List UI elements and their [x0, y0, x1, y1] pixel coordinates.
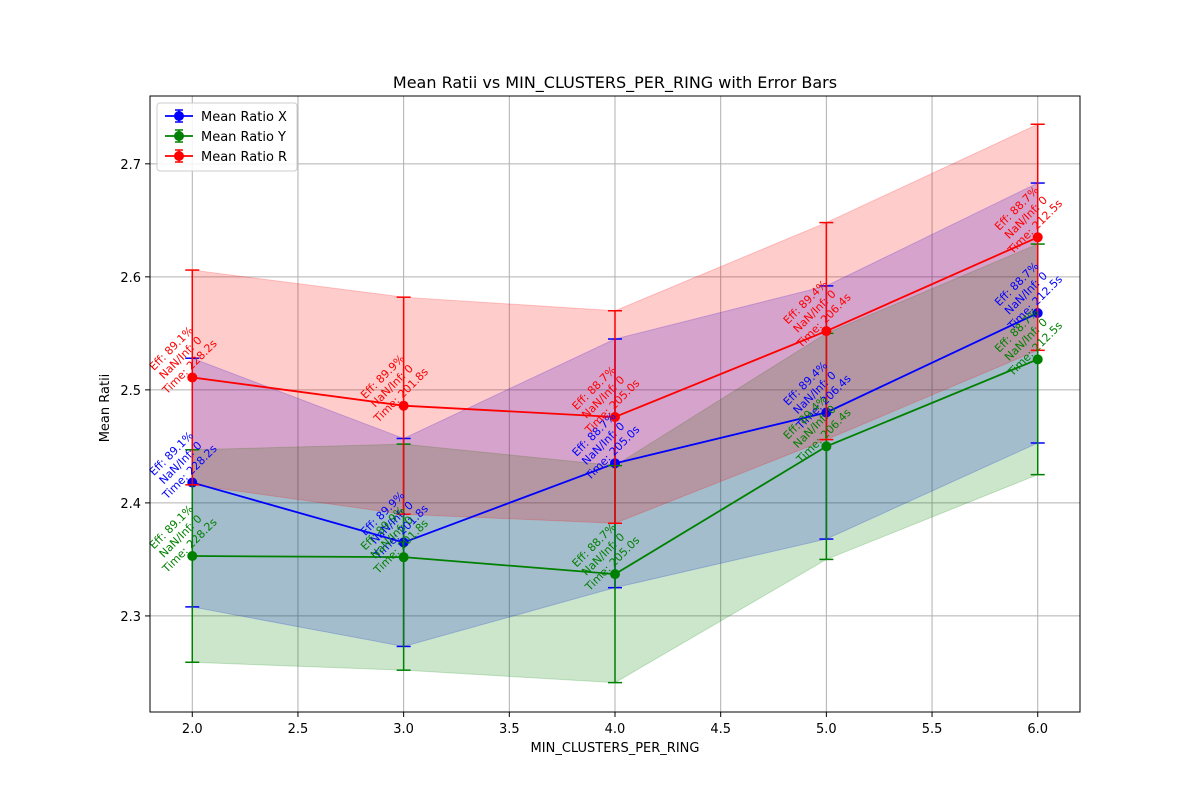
x-axis-label: MIN_CLUSTERS_PER_RING	[531, 741, 700, 756]
chart-title: Mean Ratii vs MIN_CLUSTERS_PER_RING with…	[393, 73, 837, 93]
legend-marker	[174, 131, 184, 141]
legend-entry-3: Mean Ratio R	[201, 150, 287, 165]
y-axis-label: Mean Ratii	[98, 374, 113, 443]
legend-marker	[174, 111, 184, 121]
legend-entry-2: Mean Ratio Y	[201, 130, 286, 145]
data-point	[1032, 354, 1043, 365]
data-point	[821, 326, 832, 337]
y-tick-label: 2.6	[120, 271, 141, 286]
data-point	[398, 400, 409, 411]
data-point	[1032, 232, 1043, 243]
x-tick-label: 2.0	[182, 722, 203, 737]
x-tick-label: 4.0	[605, 722, 626, 737]
data-point	[610, 411, 620, 422]
x-tick-label: 4.5	[710, 722, 731, 737]
y-tick-label: 2.3	[120, 610, 141, 625]
x-tick-label: 3.0	[393, 722, 414, 737]
y-tick-label: 2.7	[120, 158, 141, 173]
data-point	[821, 441, 832, 452]
data-point	[610, 569, 620, 580]
legend-marker	[174, 151, 184, 161]
legend: Mean Ratio X Mean Ratio Y Mean Ratio R	[156, 102, 298, 172]
x-tick-label: 3.5	[499, 722, 520, 737]
x-tick-label: 5.0	[816, 722, 837, 737]
x-tick-label: 5.5	[922, 722, 943, 737]
data-point	[187, 372, 198, 383]
y-tick-label: 2.5	[120, 384, 141, 399]
x-tick-label: 6.0	[1027, 722, 1048, 737]
legend-entry-1: Mean Ratio X	[201, 110, 287, 125]
data-point	[187, 551, 198, 562]
data-point	[398, 552, 409, 563]
x-tick-label: 2.5	[288, 722, 309, 737]
y-tick-label: 2.4	[120, 497, 141, 512]
legend-box	[156, 102, 298, 172]
